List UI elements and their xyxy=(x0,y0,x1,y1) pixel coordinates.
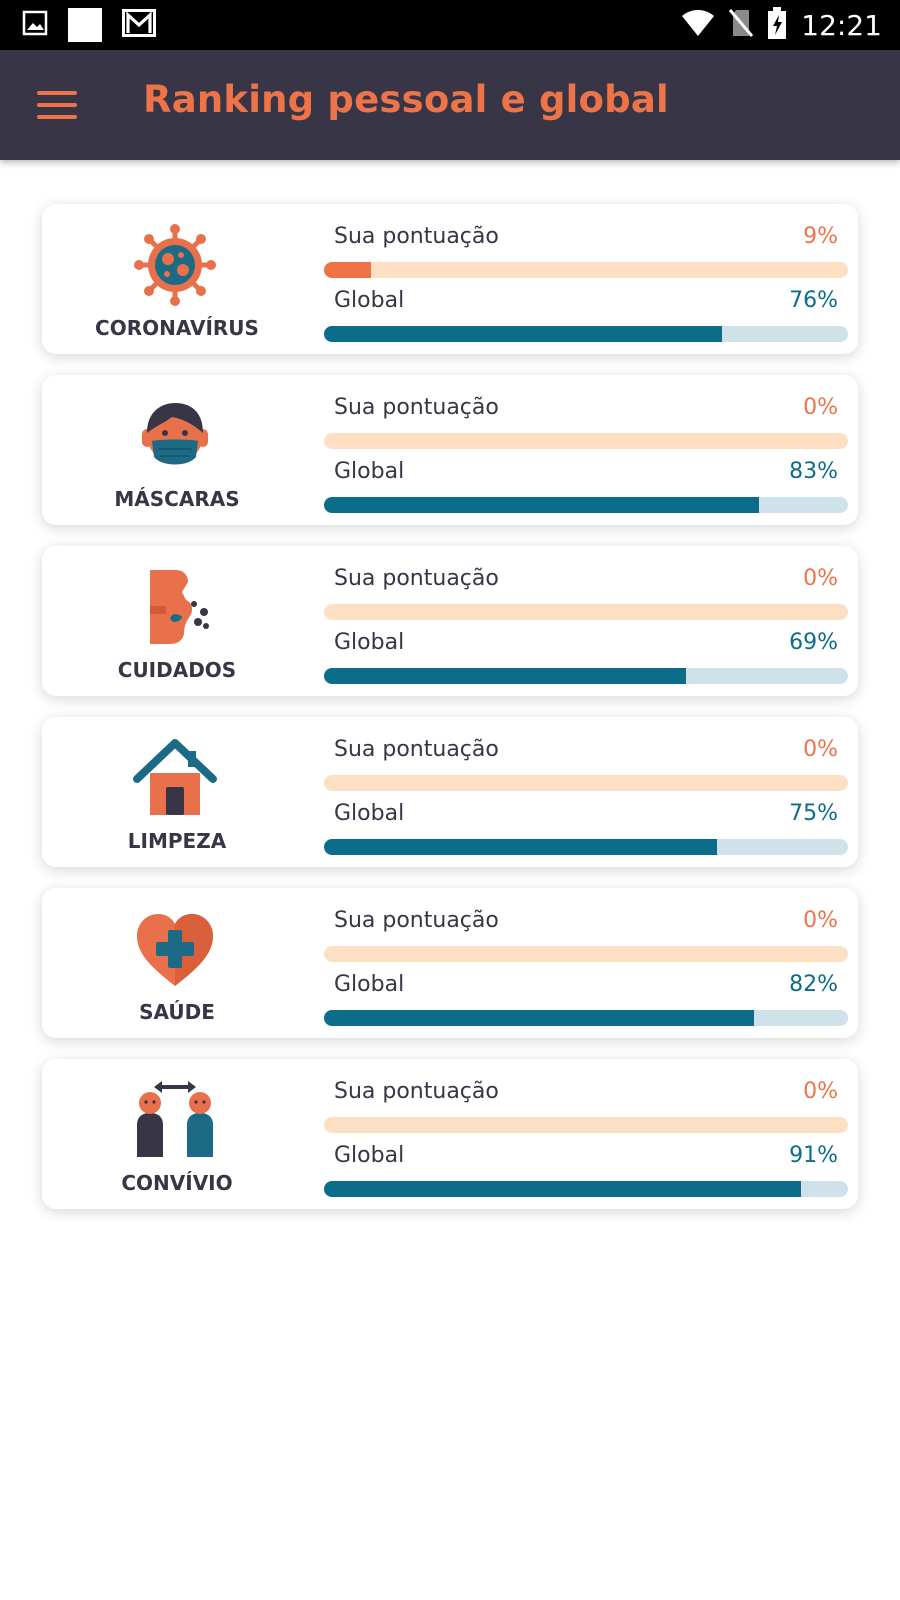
global-score-value: 76% xyxy=(789,288,838,313)
global-score-value: 83% xyxy=(789,459,838,484)
personal-score-value: 0% xyxy=(803,1079,838,1104)
face-mask-icon xyxy=(130,393,220,479)
image-icon xyxy=(22,10,48,40)
global-progress-bar xyxy=(324,497,848,513)
no-sim-icon xyxy=(729,8,754,42)
app-bar: Ranking pessoal e global xyxy=(0,50,900,160)
personal-score-value: 0% xyxy=(803,395,838,420)
category-card-mascaras[interactable]: MÁSCARAS Sua pontuação 0% Global 83% xyxy=(42,375,858,525)
global-progress-fill xyxy=(324,1010,754,1026)
personal-score-value: 0% xyxy=(803,908,838,933)
house-icon xyxy=(130,735,220,821)
page-title: Ranking pessoal e global xyxy=(143,78,669,121)
personal-progress-bar xyxy=(324,262,848,278)
personal-score-value: 0% xyxy=(803,737,838,762)
global-score-label: Global xyxy=(334,972,405,997)
global-score-label: Global xyxy=(334,459,405,484)
global-progress-fill xyxy=(324,668,686,684)
personal-progress-fill xyxy=(324,262,372,278)
heart-cross-icon xyxy=(130,906,220,992)
personal-score-label: Sua pontuação xyxy=(334,566,499,591)
white-square-icon xyxy=(68,8,102,42)
personal-progress-bar xyxy=(324,946,848,962)
category-name: CORONAVÍRUS xyxy=(95,316,259,340)
category-name: MÁSCARAS xyxy=(114,487,240,511)
global-score-value: 91% xyxy=(789,1143,838,1168)
category-name: CONVÍVIO xyxy=(121,1171,233,1195)
global-score-label: Global xyxy=(334,801,405,826)
global-progress-fill xyxy=(324,839,717,855)
social-distance-icon xyxy=(130,1077,220,1163)
global-score-label: Global xyxy=(334,288,405,313)
personal-score-label: Sua pontuação xyxy=(334,1079,499,1104)
category-name: LIMPEZA xyxy=(127,829,227,853)
wifi-icon xyxy=(681,9,715,41)
personal-score-label: Sua pontuação xyxy=(334,908,499,933)
global-score-label: Global xyxy=(334,1143,405,1168)
global-progress-fill xyxy=(324,497,759,513)
gmail-icon xyxy=(122,9,156,41)
global-progress-fill xyxy=(324,1181,801,1197)
category-name: CUIDADOS xyxy=(117,658,237,682)
category-card-cuidados[interactable]: CUIDADOS Sua pontuação 0% Global 69% xyxy=(42,546,858,696)
personal-score-label: Sua pontuação xyxy=(334,224,499,249)
personal-progress-bar xyxy=(324,1117,848,1133)
global-score-value: 75% xyxy=(789,801,838,826)
hamburger-menu-icon[interactable] xyxy=(30,83,84,127)
global-progress-bar xyxy=(324,1181,848,1197)
global-progress-bar xyxy=(324,1010,848,1026)
personal-progress-bar xyxy=(324,604,848,620)
virus-icon xyxy=(130,222,220,308)
global-progress-bar xyxy=(324,668,848,684)
personal-score-value: 9% xyxy=(803,224,838,249)
personal-score-value: 0% xyxy=(803,566,838,591)
category-name: SAÚDE xyxy=(139,1000,215,1024)
personal-score-label: Sua pontuação xyxy=(334,737,499,762)
global-score-value: 82% xyxy=(789,972,838,997)
global-score-label: Global xyxy=(334,630,405,655)
personal-score-label: Sua pontuação xyxy=(334,395,499,420)
category-card-convivio[interactable]: CONVÍVIO Sua pontuação 0% Global 91% xyxy=(42,1059,858,1209)
personal-progress-bar xyxy=(324,775,848,791)
status-time: 12:21 xyxy=(801,8,882,42)
status-bar: 12:21 xyxy=(0,0,900,50)
category-card-saude[interactable]: SAÚDE Sua pontuação 0% Global 82% xyxy=(42,888,858,1038)
personal-progress-bar xyxy=(324,433,848,449)
ranking-list: CORONAVÍRUS Sua pontuação 9% Global 76% … xyxy=(42,204,858,1230)
sneeze-icon xyxy=(130,564,220,650)
battery-icon xyxy=(767,7,787,43)
global-progress-fill xyxy=(324,326,723,342)
category-card-limpeza[interactable]: LIMPEZA Sua pontuação 0% Global 75% xyxy=(42,717,858,867)
global-progress-bar xyxy=(324,326,848,342)
category-card-coronavirus[interactable]: CORONAVÍRUS Sua pontuação 9% Global 76% xyxy=(42,204,858,354)
global-score-value: 69% xyxy=(789,630,838,655)
global-progress-bar xyxy=(324,839,848,855)
